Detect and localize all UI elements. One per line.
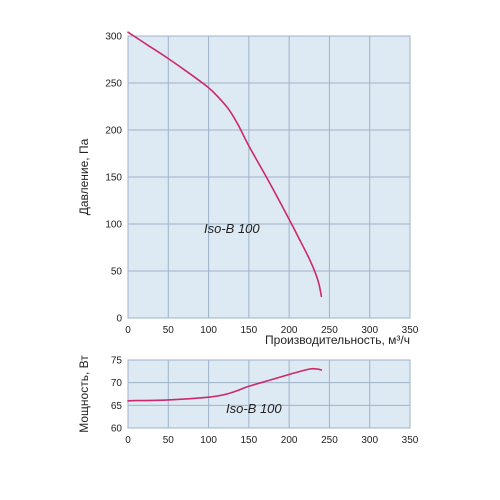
y-tick-label: 65 [111, 401, 123, 412]
x-tick-label: 50 [163, 325, 175, 336]
x-tick-label: 100 [200, 325, 217, 336]
y-tick-label: 70 [111, 378, 123, 389]
y-tick-label: 50 [111, 267, 123, 278]
plot-area-2 [127, 359, 411, 429]
x-tick-label: 200 [281, 325, 298, 336]
y-tick-label: 250 [105, 79, 122, 90]
x-axis-title: Производительность, м³/ч [265, 333, 410, 347]
x-tick-label: 50 [163, 435, 175, 446]
x-tick-label: 350 [402, 435, 419, 446]
x-tick-label: 150 [241, 435, 258, 446]
y-tick-label: 150 [105, 173, 122, 184]
x-tick-label: 200 [281, 435, 298, 446]
y-tick-label: 200 [105, 126, 122, 137]
series-line-2-1 [127, 367, 323, 402]
curve-label: Iso-B 100 [204, 221, 260, 236]
x-tick-label: 0 [125, 325, 131, 336]
x-tick-label: 300 [361, 325, 378, 336]
y-axis-title: Мощность, Вт [77, 355, 91, 433]
x-tick-label: 0 [125, 435, 131, 446]
x-tick-label: 300 [361, 435, 378, 446]
y-tick-label: 300 [105, 32, 122, 43]
x-tick-label: 100 [200, 435, 217, 446]
y-axis-title: Давление, Па [77, 138, 91, 215]
y-tick-label: 100 [105, 220, 122, 231]
y-tick-label: 0 [116, 314, 122, 325]
y-tick-label: 60 [111, 424, 123, 435]
x-tick-label: 250 [321, 435, 338, 446]
y-tick-label: 75 [111, 356, 123, 367]
x-tick-label: 150 [241, 325, 258, 336]
series-line-1-1 [127, 31, 323, 298]
curve-label: Iso-B 100 [226, 401, 282, 416]
x-tick-label: 350 [402, 325, 419, 336]
x-tick-label: 250 [321, 325, 338, 336]
